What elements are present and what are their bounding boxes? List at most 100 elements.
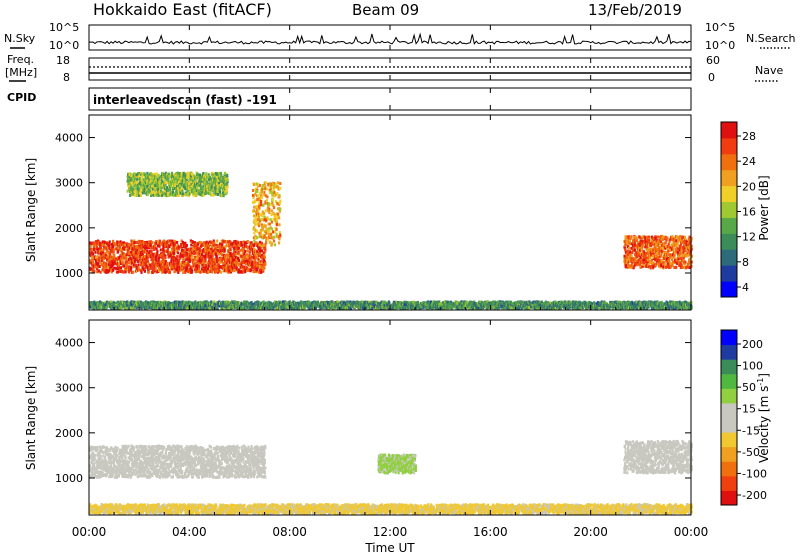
power-cell <box>680 257 683 261</box>
power-cell <box>247 301 251 305</box>
power-cell <box>208 251 211 255</box>
power-cell <box>675 265 678 269</box>
power-cell <box>95 243 98 247</box>
power-cell <box>191 269 194 273</box>
power-cell <box>155 270 158 274</box>
power-cell <box>117 249 120 253</box>
power-cell <box>404 302 407 306</box>
power-cell <box>658 264 661 268</box>
power-cell <box>389 306 392 310</box>
power-cell <box>413 301 416 305</box>
power-cell <box>105 262 108 266</box>
power-cell <box>388 301 391 305</box>
power-cell <box>204 241 207 245</box>
power-cell <box>233 269 236 273</box>
power-cell <box>189 301 192 305</box>
power-cell <box>633 258 636 261</box>
power-cell <box>93 257 96 261</box>
power-cell <box>96 258 99 261</box>
power-cell <box>632 244 635 248</box>
power-cell <box>629 236 632 240</box>
power-cell <box>187 270 190 274</box>
power-cell <box>237 262 240 266</box>
power-cell <box>111 260 114 264</box>
power-cell <box>249 243 252 246</box>
power-cell <box>300 300 303 304</box>
power-cell <box>180 243 183 247</box>
power-cell <box>214 262 217 266</box>
power-cell <box>227 250 230 254</box>
power-cell <box>201 249 205 253</box>
power-cell <box>170 260 173 264</box>
power-cell <box>200 241 203 244</box>
power-cell <box>660 240 663 243</box>
power-cell <box>250 247 253 251</box>
power-cell <box>197 261 200 265</box>
power-cell <box>174 245 177 249</box>
power-cell <box>665 265 668 269</box>
power-cell <box>633 242 636 246</box>
power-cell <box>138 303 141 306</box>
power-cell <box>122 264 126 268</box>
power-cell <box>183 245 186 248</box>
power-cell <box>661 247 664 250</box>
power-cell <box>184 306 187 310</box>
power-cell <box>163 251 166 255</box>
power-cell <box>139 251 142 254</box>
power-cell <box>103 302 106 306</box>
power-cell <box>236 247 239 251</box>
power-cell <box>150 249 153 253</box>
power-cell <box>229 240 232 244</box>
power-cell <box>194 257 197 261</box>
power-cell <box>637 250 640 253</box>
power-cell <box>186 261 189 264</box>
power-cell <box>212 262 215 266</box>
power-cell <box>109 305 112 309</box>
power-cell <box>663 255 666 259</box>
power-cell <box>140 268 143 272</box>
power-cell <box>229 306 233 310</box>
power-cell <box>148 250 151 254</box>
power-cell <box>194 247 197 250</box>
power-cell <box>158 256 161 260</box>
power-cell <box>99 242 102 246</box>
power-cell <box>255 256 258 259</box>
power-cell <box>133 239 136 243</box>
power-cell <box>147 301 150 305</box>
power-cell <box>104 306 107 310</box>
power-cell <box>147 255 150 259</box>
power-cell <box>127 246 130 250</box>
power-cell <box>204 256 207 260</box>
power-cell <box>112 245 115 249</box>
power-cell <box>238 252 241 256</box>
power-cell <box>216 267 219 271</box>
power-cell <box>95 247 98 251</box>
power-cell <box>661 259 664 263</box>
power-cell <box>252 265 256 269</box>
power-cell <box>686 245 689 249</box>
power-cell <box>207 256 210 259</box>
power-cell <box>198 268 201 271</box>
power-cell <box>274 300 277 304</box>
power-cell <box>107 259 110 263</box>
power-cell <box>141 240 144 244</box>
power-cell <box>263 253 266 257</box>
power-cell <box>97 269 100 273</box>
power-cell <box>224 245 227 249</box>
power-cell <box>153 300 156 304</box>
power-cell <box>650 258 654 262</box>
power-cell <box>251 260 254 264</box>
power-cell <box>652 265 655 269</box>
power-cell <box>191 265 194 269</box>
power-cell <box>109 252 112 256</box>
power-cell <box>199 306 202 310</box>
power-cell <box>235 256 238 259</box>
power-cell <box>141 252 144 256</box>
power-cell <box>626 258 629 262</box>
power-cell <box>371 306 374 310</box>
power-cell <box>240 254 243 258</box>
power-cell <box>175 268 178 272</box>
power-cell <box>99 244 102 247</box>
power-cell <box>224 259 227 263</box>
power-cell <box>193 260 196 264</box>
